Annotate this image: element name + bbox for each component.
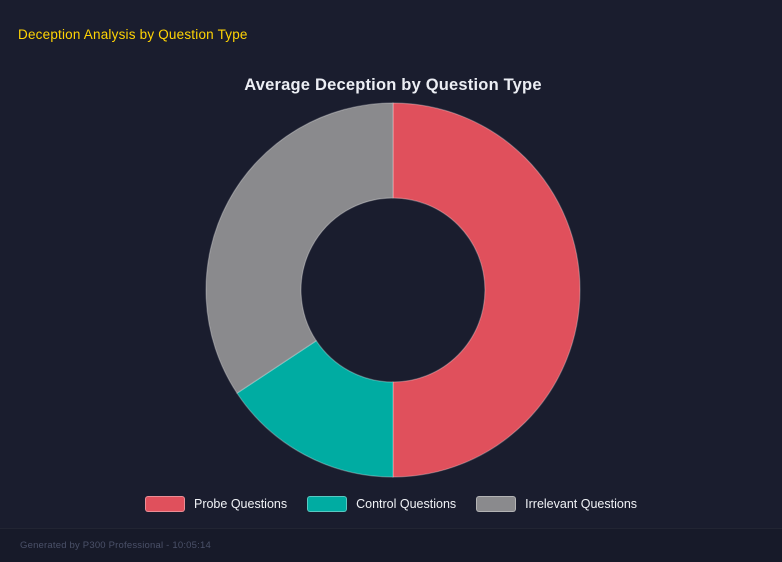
legend-swatch bbox=[144, 496, 185, 512]
donut-chart bbox=[205, 102, 581, 478]
donut-segment-control-questions[interactable] bbox=[236, 340, 394, 478]
footer-generated-text: Generated by P300 Professional - 10:05:1… bbox=[20, 540, 211, 551]
donut-segment-irrelevant-questions[interactable] bbox=[205, 102, 394, 394]
donut-segment-probe-questions[interactable] bbox=[392, 102, 581, 478]
legend-item-irrelevant-questions[interactable]: Irrelevant Questions bbox=[476, 496, 637, 512]
legend-label: Irrelevant Questions bbox=[525, 497, 638, 511]
legend-item-control-questions[interactable]: Control Questions bbox=[307, 496, 456, 512]
legend-label: Probe Questions bbox=[193, 497, 288, 511]
legend-item-probe-questions[interactable]: Probe Questions bbox=[144, 496, 288, 512]
chart-title: Average Deception by Question Type bbox=[244, 76, 542, 94]
chart-legend: Probe Questions Control Questions Irreleva… bbox=[0, 496, 782, 512]
page-title: Deception Analysis by Question Type bbox=[18, 27, 248, 42]
footer-bar: Generated by P300 Professional - 10:05:1… bbox=[0, 528, 782, 562]
legend-swatch bbox=[476, 496, 517, 512]
legend-label: Control Questions bbox=[356, 497, 457, 511]
legend-swatch bbox=[307, 496, 348, 512]
